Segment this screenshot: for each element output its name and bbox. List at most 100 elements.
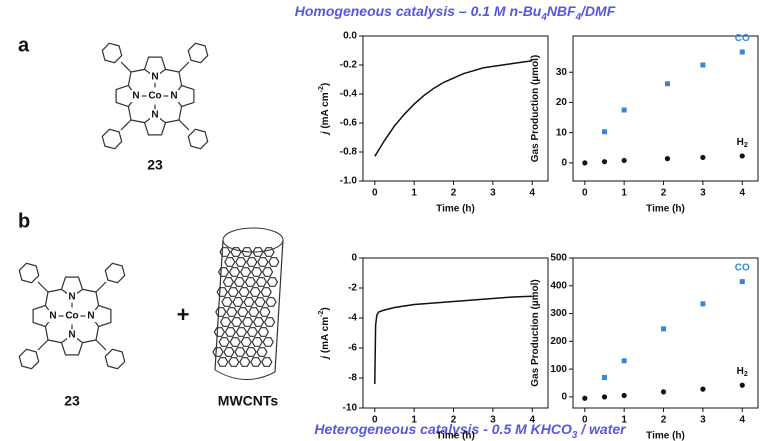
plot-frame [362,35,549,182]
nanotube [212,227,284,381]
y-tick-label: 100 [550,364,567,375]
hexagon [235,327,248,337]
bond [165,119,180,124]
text-part: CO [735,33,750,44]
hexagon [259,307,271,317]
bond [178,71,183,86]
hexagon [224,327,237,337]
point [700,386,706,392]
y-tick-label: 400 [550,280,567,291]
bond [95,339,107,351]
point [660,389,667,395]
atom-label: Co [148,91,161,102]
atom-bg [150,71,160,83]
x-tick-label: 4 [529,188,535,199]
atom-bg [67,329,77,341]
text-part: H [737,137,744,148]
y-tick-label: 20 [556,97,568,108]
y-tick-label: -1.0 [340,176,358,187]
text-part: / water [577,421,627,437]
x-axis-label: Time (h) [436,431,475,441]
point [621,107,627,113]
text-part: j [320,356,331,361]
hexagon [213,327,226,337]
hexagon [263,317,276,327]
text-part: Heterogeneous catalysis - 0.5 M KHCO [314,421,572,437]
bond [47,288,62,293]
x-tick-label: 2 [661,415,667,426]
hexagon [250,357,262,367]
text-part: 2 [744,142,748,149]
hexagon [266,277,279,287]
text-part: 3 [572,430,578,441]
y-tick-label: -0.4 [340,89,358,100]
text-part: ) [320,83,331,86]
y-axis-label: Gas Production (µmol) [530,55,541,162]
x-tick-label: 0 [372,188,378,199]
text-part: j [320,131,331,136]
hexagon [243,297,255,307]
bond [127,71,132,86]
hexagon [249,287,261,297]
hexagon [256,347,268,357]
tube-wall [274,239,284,373]
plus-sign: + [177,302,190,327]
hexagon [263,247,275,257]
compound-label: 23 [64,393,80,409]
plot-frame [572,257,759,409]
caption-top: Homogeneous catalysis – 0.1 M n-Bu4NBF4/… [295,3,616,23]
hexagon [251,337,263,347]
text-part: H [737,366,744,377]
x-tick-label: 3 [700,188,706,199]
point [664,81,670,87]
point [661,326,667,332]
hexagon [237,307,249,317]
hexagon [262,337,274,347]
hexagon [227,287,239,297]
atom-label: N [68,292,75,303]
y-tick-label: 300 [550,308,567,319]
bond [95,281,107,293]
x-tick-label: 4 [739,415,745,426]
hexagon [257,257,269,267]
data-line [374,295,533,385]
point [601,394,608,400]
point [601,374,607,380]
atom-label: N [151,72,158,83]
point [621,358,627,364]
y-tick-label: 0.0 [343,31,357,42]
y-tick-label: 0 [561,158,567,169]
bond [178,106,183,121]
bond [44,326,49,341]
text-part: Homogeneous catalysis – 0.1 M n-Bu [295,3,542,19]
hexagon [257,327,270,337]
hexagon [219,247,231,257]
hexagon [235,257,247,267]
x-tick-label: 3 [700,415,706,426]
atom-bg [131,90,141,102]
atom-bg [169,90,179,102]
phenyl [187,42,209,64]
x-tick-label: 1 [621,188,627,199]
y-tick-label: -0.6 [340,118,358,129]
bond [130,68,145,73]
caption-bottom: Heterogeneous catalysis - 0.5 M KHCO3 / … [314,421,627,441]
atom-bg [67,291,77,303]
y-tick-label: 500 [550,253,567,264]
series-label: CO [735,33,750,44]
y-tick-label: -4 [348,313,357,324]
point [621,392,627,399]
bond [130,119,145,124]
hexagon [239,267,252,277]
hexagon [222,277,235,287]
panel-label: a [18,34,30,56]
hexagon [230,317,243,327]
hexagon [265,297,277,307]
atom-label: N [49,311,56,322]
y-tick-label: 10 [556,127,568,138]
hexagon [212,347,224,357]
hexagon [221,297,233,307]
hexagon [248,307,260,317]
point [664,156,671,162]
hexagon [234,347,246,357]
